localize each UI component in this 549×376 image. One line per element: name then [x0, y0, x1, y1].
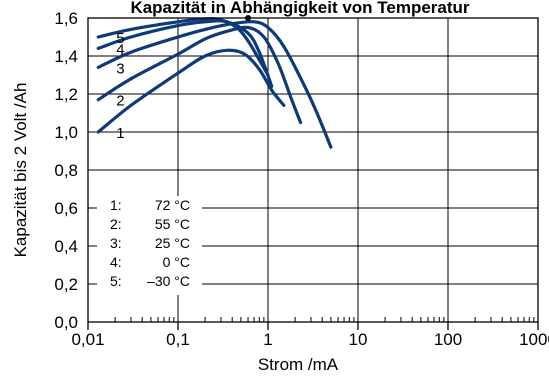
legend-number: 1: — [110, 197, 122, 213]
y-tick-label: 1,2 — [54, 85, 78, 104]
series-line-3 — [96, 20, 333, 149]
x-tick-label: 10 — [349, 330, 368, 349]
y-tick-labels: 0,0 0,2 0,4 0,6 0,8 1,0 1,2 1,4 1,6 — [54, 9, 78, 332]
legend-temperature: –30 °C — [147, 273, 190, 289]
legend-temperature: 0 °C — [163, 254, 190, 270]
curves — [96, 15, 333, 149]
series-line-5 — [96, 17, 270, 77]
y-tick-label: 1,4 — [54, 47, 78, 66]
curve-labels: 1 2 3 45 — [116, 30, 124, 142]
legend-number: 3: — [110, 235, 122, 251]
curve-number-label: 1 — [116, 125, 124, 142]
plot-frame — [87, 17, 539, 323]
y-tick-label: 0,6 — [54, 199, 78, 218]
legend-temperature: 25 °C — [155, 235, 190, 251]
legend-temperature: 55 °C — [155, 216, 190, 232]
x-axis-label: Strom /mA — [258, 355, 339, 374]
legend-number: 2: — [110, 216, 122, 232]
x-tick-label: 0,01 — [71, 330, 104, 349]
y-tick-label: 1,0 — [54, 123, 78, 142]
y-tick-label: 0,4 — [54, 237, 78, 256]
x-tick-label: 0,1 — [166, 330, 190, 349]
y-tick-label: 0,2 — [54, 275, 78, 294]
legend-background — [97, 196, 202, 295]
legend-temperature: 72 °C — [155, 197, 190, 213]
legend: 1: 72 °C 2: 55 °C 3: 25 °C 4: 0 °C 5: –30 °C — [97, 196, 202, 295]
x-tick-label: 1 — [263, 330, 272, 349]
y-tick-label: 0,0 — [54, 313, 78, 332]
curve-number-label: 3 — [116, 60, 124, 77]
minor-ticks — [87, 317, 539, 330]
y-tick-label: 1,6 — [54, 9, 78, 28]
curve-number-label: 2 — [116, 93, 124, 110]
curve-number-label: 5 — [116, 30, 124, 47]
y-axis-label: Kapazität bis 2 Volt /Ah — [11, 83, 30, 258]
chart-title: Kapazität in Abhängigkeit von Temperatur — [130, 0, 469, 17]
curve-number-label: 4 — [116, 41, 124, 58]
series-line-1 — [96, 48, 286, 134]
y-tick-label: 0,8 — [54, 161, 78, 180]
legend-number: 4: — [110, 254, 122, 270]
legend-number: 5: — [110, 273, 122, 289]
x-tick-label: 100 — [434, 330, 462, 349]
series-line-4 — [96, 19, 274, 88]
